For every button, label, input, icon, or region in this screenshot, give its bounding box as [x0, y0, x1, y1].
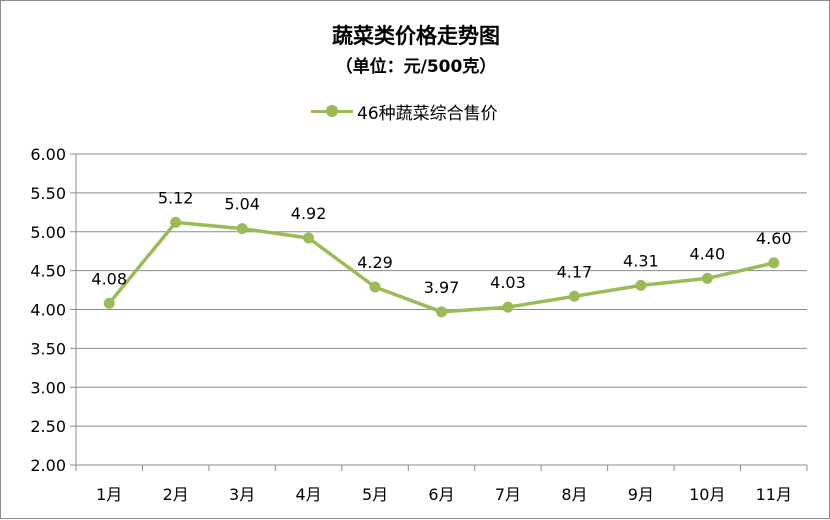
- y-tick-label: 3.50: [30, 339, 66, 358]
- x-tick-label: 3月: [229, 485, 255, 504]
- legend-marker: [311, 105, 353, 117]
- data-label: 5.04: [224, 195, 260, 214]
- y-tick-label: 3.00: [30, 378, 66, 397]
- data-point: [502, 301, 514, 313]
- legend-series-name: 46种蔬菜综合售价: [357, 103, 498, 124]
- chart-subtitle: （单位：元/500克）: [335, 57, 497, 77]
- legend: 46种蔬菜综合售价: [311, 100, 498, 124]
- y-tick-label: 2.50: [30, 417, 66, 436]
- data-point: [568, 290, 580, 302]
- data-label: 4.31: [623, 251, 659, 270]
- x-tick-label: 1月: [96, 485, 122, 504]
- x-tick-label: 2月: [163, 485, 189, 504]
- x-tick-label: 4月: [295, 485, 321, 504]
- y-tick-label: 4.00: [30, 301, 66, 320]
- data-label: 4.03: [490, 273, 526, 292]
- x-tick-label: 7月: [495, 485, 521, 504]
- y-tick-label: 5.00: [30, 223, 66, 242]
- data-label: 3.97: [424, 278, 460, 297]
- x-tick-label: 6月: [428, 485, 454, 504]
- x-tick-label: 11月: [756, 485, 792, 504]
- data-label: 4.92: [291, 204, 327, 223]
- x-tick-label: 5月: [362, 485, 388, 504]
- data-label: 4.29: [357, 253, 393, 272]
- data-point: [436, 306, 447, 318]
- y-tick-label: 2.00: [30, 456, 66, 475]
- y-tick-label: 4.50: [30, 262, 66, 281]
- data-point: [170, 216, 182, 228]
- series-line: [107, 220, 775, 314]
- data-label: 4.40: [690, 244, 726, 263]
- data-point: [303, 232, 315, 244]
- x-tick-label: 8月: [561, 485, 587, 504]
- data-point: [236, 223, 248, 235]
- data-point: [701, 272, 713, 284]
- data-label: 4.08: [91, 269, 127, 288]
- data-label: 4.17: [557, 262, 593, 281]
- data-point: [103, 297, 115, 309]
- data-label: 5.12: [158, 188, 194, 207]
- chart-title: 蔬菜类价格走势图: [332, 24, 500, 48]
- data-point: [369, 281, 381, 293]
- y-tick-label: 6.00: [30, 145, 66, 164]
- x-tick-label: 10月: [689, 485, 725, 504]
- data-point: [768, 257, 780, 269]
- x-tick-label: 9月: [628, 485, 654, 504]
- data-label: 4.60: [756, 229, 792, 248]
- y-tick-label: 5.50: [30, 184, 66, 203]
- data-point: [635, 279, 647, 291]
